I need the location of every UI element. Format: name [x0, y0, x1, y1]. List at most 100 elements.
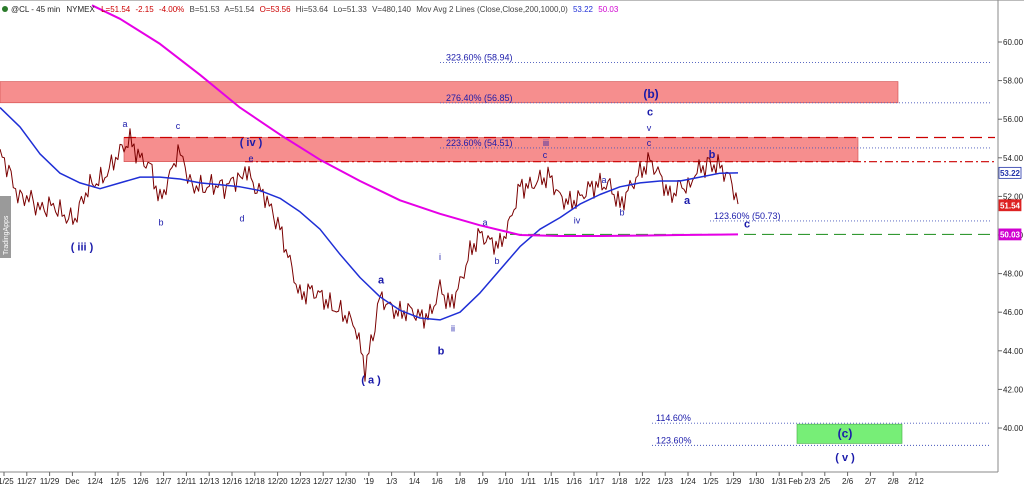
x-tick-label: 1/4: [409, 477, 421, 486]
series-layer: [0, 4, 739, 382]
x-tick-label: 12/7: [156, 477, 172, 486]
x-tick-label: 1/17: [589, 477, 605, 486]
wave-label: ( iv ): [240, 137, 263, 149]
ma-slow-tag: 50.03: [1000, 230, 1021, 239]
level-label: 276.40% (56.85): [446, 93, 513, 103]
y-tick-label: 48.00: [1003, 270, 1024, 279]
x-tick-label: 1/18: [612, 477, 628, 486]
wave-labels: a c( iv )e( iii )b da( a )iiibabiiicivab(b…: [71, 87, 855, 464]
wave-label: a: [122, 119, 127, 129]
x-tick-label: 1/6: [432, 477, 444, 486]
x-tick-label: 1/3: [386, 477, 398, 486]
wave-label: v: [647, 123, 652, 133]
wave-label: iii: [543, 138, 549, 148]
wave-label: c: [744, 218, 750, 230]
header-volume: V=480,140: [372, 5, 411, 14]
level-label: 223.60% (54.51): [446, 138, 513, 148]
wave-label: b: [158, 217, 163, 227]
wave-label: b: [438, 346, 445, 358]
x-tick-label: 12/18: [245, 477, 266, 486]
x-tick-label: 11/25: [0, 477, 14, 486]
level-label: 123.60%: [656, 435, 692, 445]
x-tick-label: 12/27: [313, 477, 334, 486]
fib-zones: [0, 81, 903, 444]
x-tick-label: 12/6: [133, 477, 149, 486]
wave-label: (c): [838, 427, 853, 441]
y-tick-label: 56.00: [1003, 115, 1024, 124]
x-tick-label: 12/13: [199, 477, 220, 486]
wave-label: c: [176, 121, 181, 131]
header-study: Mov Avg 2 Lines (Close,Close,200,1000,0): [416, 5, 568, 14]
header-last: L=51.54: [101, 5, 131, 14]
fib-zone: [123, 137, 859, 162]
x-tick-label: 12/30: [336, 477, 357, 486]
y-tick-label: 54.00: [1003, 154, 1024, 163]
x-tick-label: Dec: [65, 477, 79, 486]
wave-label: a: [601, 175, 606, 185]
y-tick-label: 46.00: [1003, 308, 1024, 317]
y-tick-label: 60.00: [1003, 38, 1024, 47]
x-tick-label: 12/16: [222, 477, 243, 486]
x-tick-label: 1/30: [749, 477, 765, 486]
wave-label: c: [543, 150, 548, 160]
x-tick-label: 1/10: [498, 477, 514, 486]
x-tick-label: 1/15: [543, 477, 559, 486]
status-dot-icon: [2, 6, 8, 12]
x-tick-label: 12/11: [177, 477, 197, 486]
watermark-text: TradingApps: [3, 215, 10, 255]
wave-label: a: [482, 217, 487, 227]
ma-slow-tag-box: [998, 228, 1022, 241]
price-tags: 53.22 51.54 50.03: [998, 166, 1022, 241]
time-axis[interactable]: 11/2511/2711/29Dec12/412/512/612/712/111…: [0, 472, 924, 486]
ma-fast-line: [0, 107, 739, 321]
x-tick-label: 1/31: [771, 477, 787, 486]
ma-fast-tag: 53.22: [1000, 169, 1021, 178]
wave-label: iv: [574, 215, 581, 225]
x-tick-label: 2/7: [865, 477, 877, 486]
x-tick-label: 1/22: [635, 477, 651, 486]
level-label: 323.60% (58.94): [446, 52, 513, 62]
header-high: Hi=53.64: [296, 5, 329, 14]
wave-label: e: [248, 154, 253, 164]
ma-slow-line: [91, 4, 739, 237]
header-exchange: NYMEX: [66, 5, 95, 14]
x-tick-label: 11/27: [17, 477, 37, 486]
x-tick-label: 2/5: [819, 477, 831, 486]
wave-label: (b): [643, 87, 658, 101]
watermark-badge: [0, 196, 11, 258]
y-tick-label: 58.00: [1003, 77, 1024, 86]
price-line: [0, 128, 739, 382]
header-change: -2.15: [135, 5, 154, 14]
header-symbol: @CL - 45 min: [11, 5, 60, 14]
y-tick-label: 52.00: [1003, 192, 1024, 201]
last-price-tag-box: [998, 199, 1022, 212]
last-price-tag: 51.54: [1000, 201, 1021, 210]
header-ma-fast: 53.22: [573, 5, 594, 14]
y-tick-label: 40.00: [1003, 424, 1024, 433]
wave-label: i: [439, 252, 441, 262]
chart-header: @CL - 45 min NYMEX L=51.54 -2.15 -4.00% …: [2, 5, 619, 14]
x-tick-label: 1/23: [657, 477, 673, 486]
ma-fast-tag-box: [998, 166, 1022, 179]
header-low: Lo=51.33: [333, 5, 367, 14]
x-tick-label: 11/29: [40, 477, 60, 486]
y-tick-label: 42.00: [1003, 385, 1024, 394]
wave-label: c: [647, 106, 653, 118]
x-tick-label: 2/6: [842, 477, 854, 486]
wave-label: d: [239, 213, 244, 223]
header-ask: A=51.54: [224, 5, 255, 14]
svg-text:@CL - 45 min NYMEX: @CL - 45 min NYMEX L=51.54 -2.15 -4.00% …: [11, 5, 619, 14]
x-tick-label: 1/24: [680, 477, 696, 486]
header-change-pct: -4.00%: [159, 5, 184, 14]
wave-label: a: [684, 195, 691, 207]
x-tick-label: 1/16: [566, 477, 582, 486]
header-ma-slow: 50.03: [598, 5, 619, 14]
wave-label: c: [647, 138, 652, 148]
x-tick-label: 12/5: [110, 477, 126, 486]
x-tick-label: '19: [364, 477, 375, 486]
x-tick-label: 12/20: [268, 477, 289, 486]
level-label: 123.60% (50.73): [714, 211, 781, 221]
x-tick-label: 1/29: [726, 477, 742, 486]
